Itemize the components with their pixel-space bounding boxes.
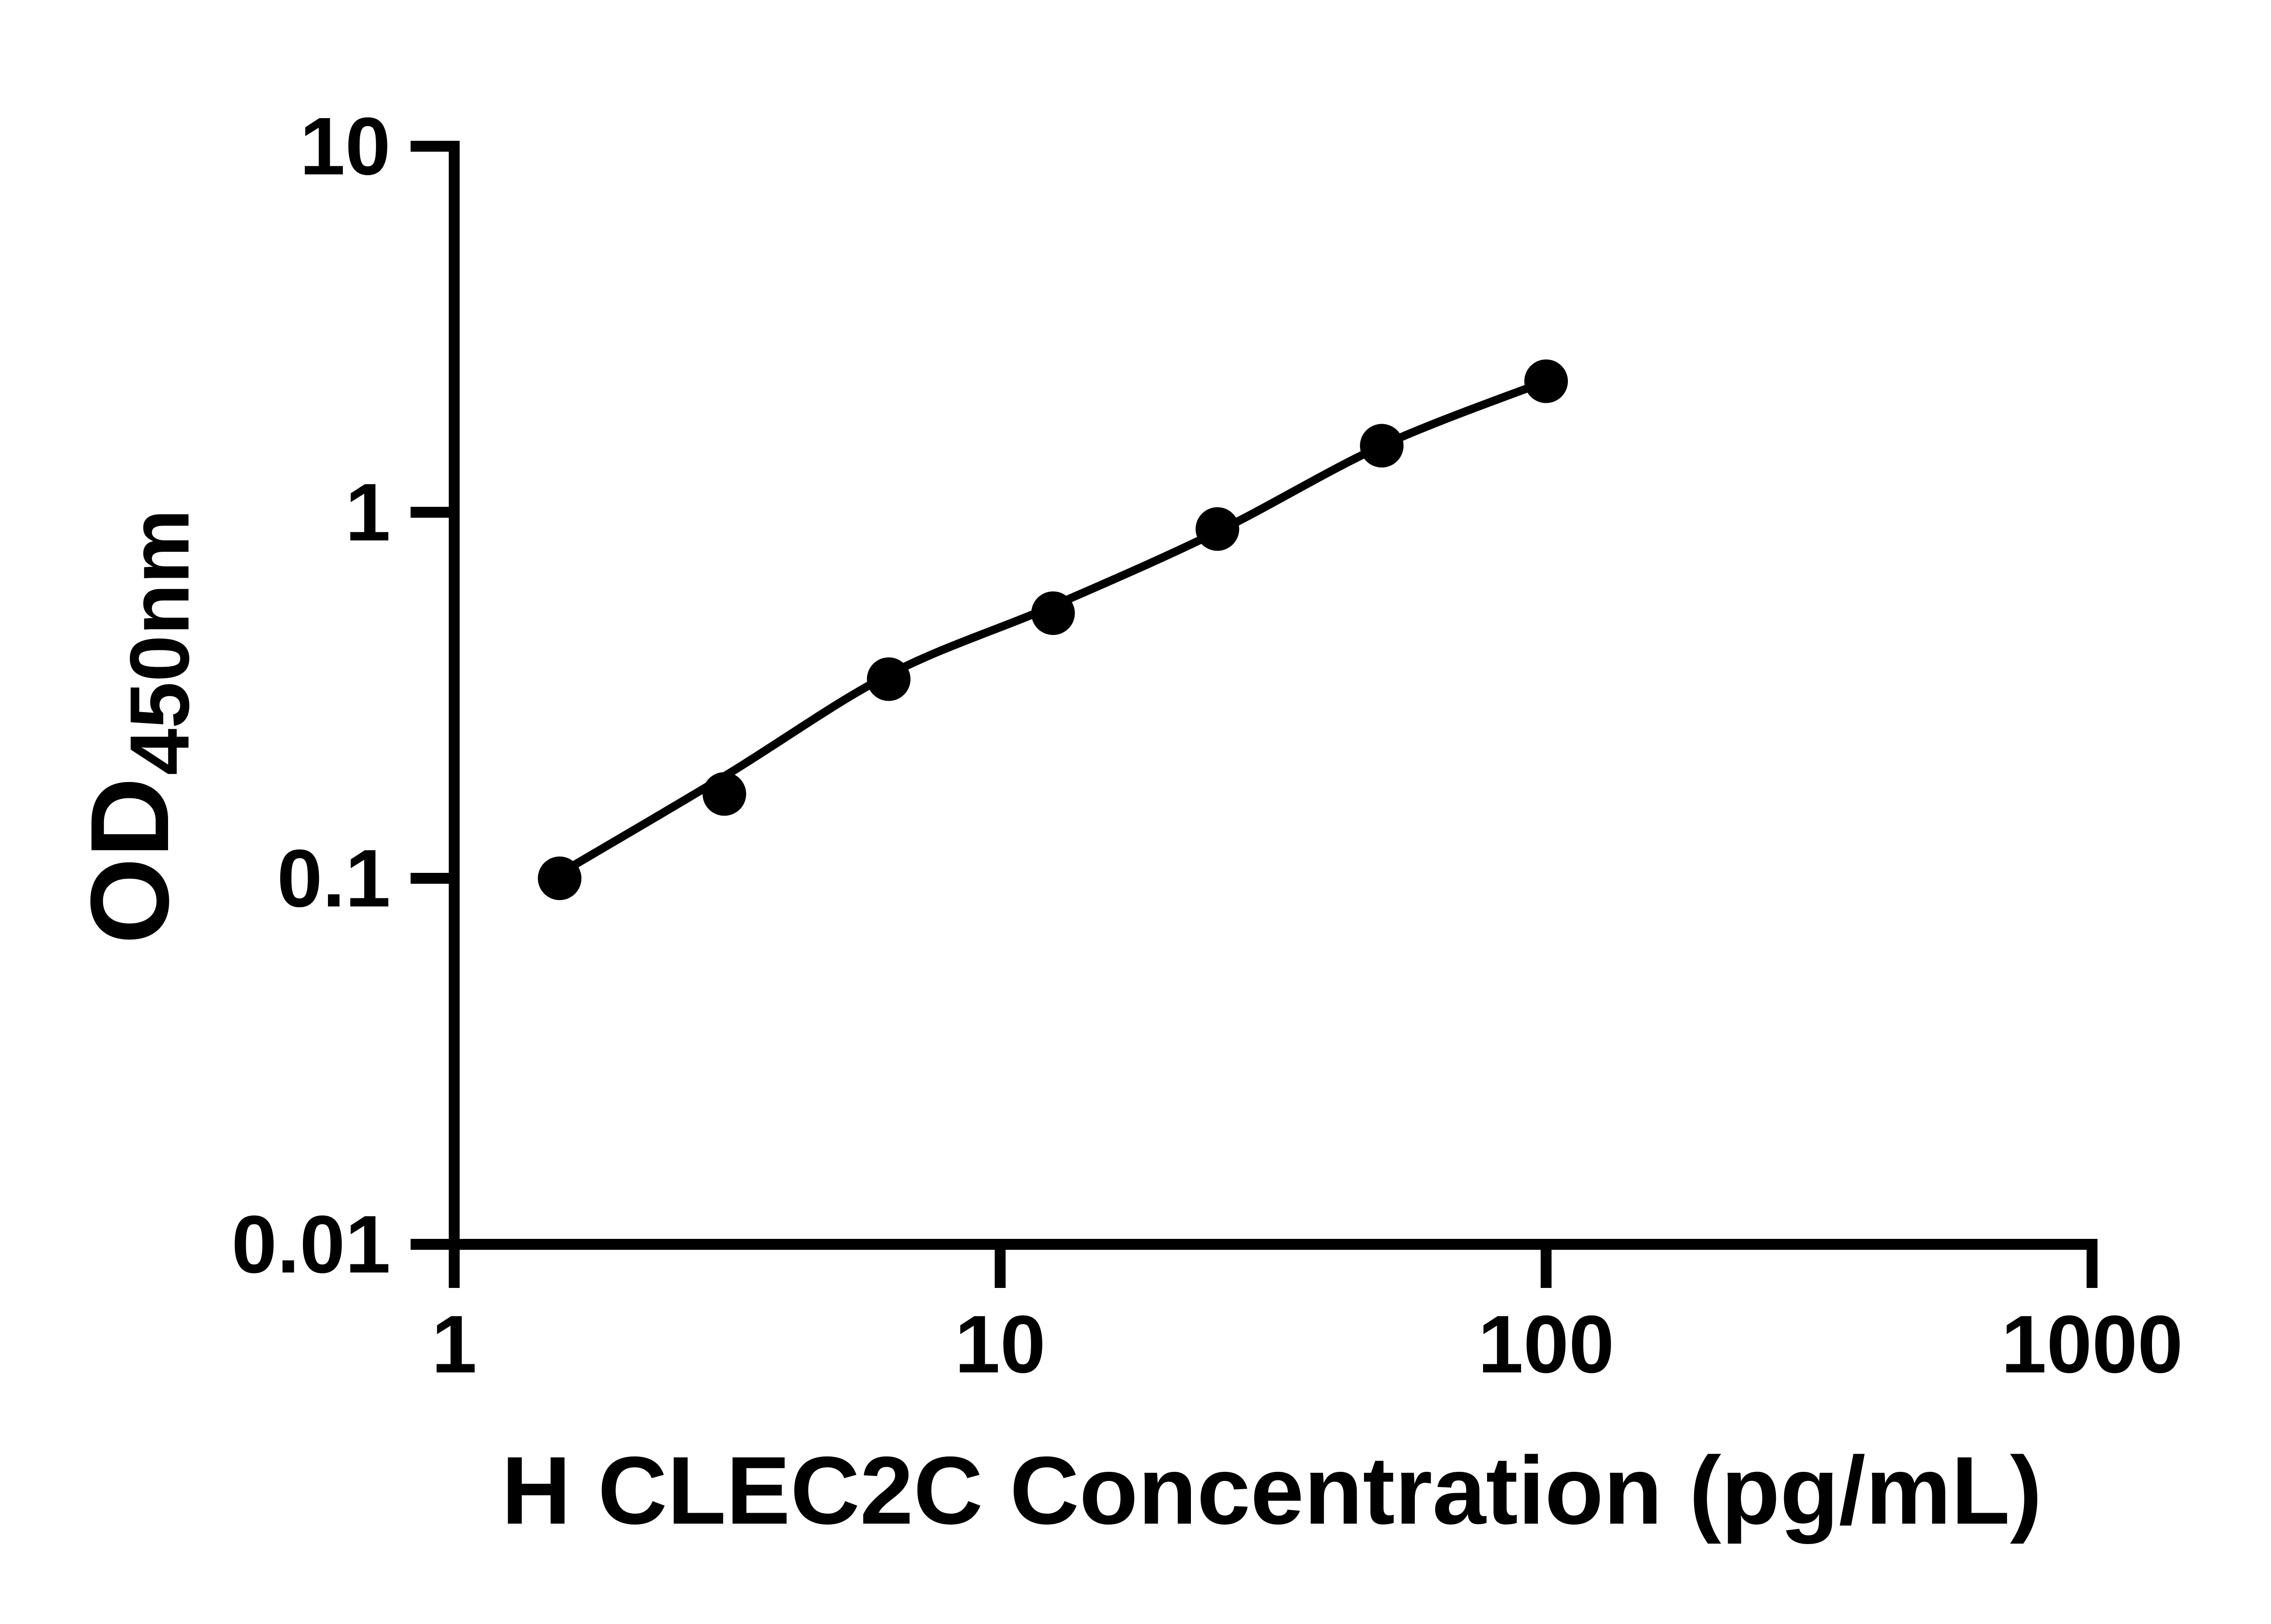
plot-area: 0.01 0.1 1 10 1 10 100 1000 — [232, 101, 2183, 1390]
x-tick-label: 1 — [431, 1299, 477, 1390]
y-tick-label: 10 — [300, 101, 391, 192]
data-point — [1031, 591, 1075, 635]
y-tick-label: 0.1 — [277, 833, 391, 924]
data-point — [702, 772, 746, 816]
data-point — [1524, 359, 1568, 403]
x-axis-title: H CLEC2C Concentration (pg/mL) — [501, 1436, 2042, 1544]
y-axis-title-subscript: 450nm — [113, 509, 207, 775]
x-tick-label: 1000 — [2001, 1299, 2183, 1390]
x-tick-label: 100 — [1478, 1299, 1614, 1390]
data-point — [867, 657, 911, 701]
y-tick-label: 1 — [345, 467, 391, 558]
data-point — [538, 857, 582, 900]
data-point — [1195, 507, 1240, 551]
y-axis-title: OD 450nm — [67, 509, 207, 944]
y-axis-title-main: OD — [67, 777, 192, 945]
data-point — [1360, 424, 1404, 468]
x-tick-label: 10 — [955, 1299, 1046, 1390]
y-tick-label: 0.01 — [232, 1199, 391, 1290]
